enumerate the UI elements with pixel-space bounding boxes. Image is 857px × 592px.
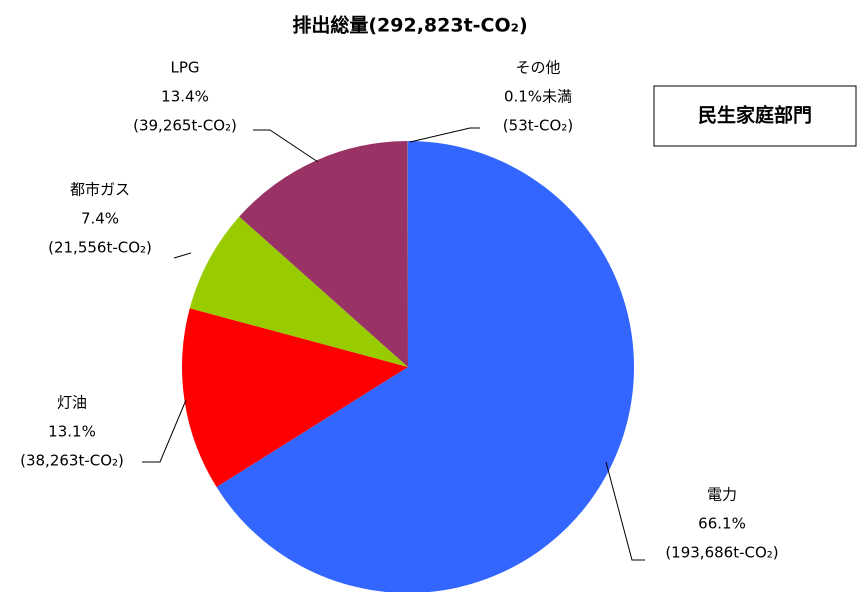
slice-amount-label: (38,263t-CO₂) [20, 452, 124, 470]
leader-line [409, 127, 480, 143]
box-label: 民生家庭部門 [698, 104, 812, 127]
leader-line [173, 252, 192, 259]
slice-value-label: 13.1% [48, 423, 96, 441]
slice-label: LPG [170, 59, 199, 77]
slice-amount-label: (39,265t-CO₂) [133, 117, 237, 135]
slice-label: 電力 [707, 486, 737, 504]
pie-slice [189, 216, 408, 367]
slice-amount-label: (21,556t-CO₂) [48, 239, 152, 257]
leader-line [605, 461, 645, 561]
slice-value-label: 66.1% [698, 515, 746, 533]
slice-amount-label: (53t-CO₂) [503, 117, 573, 135]
pie-slice [181, 308, 408, 488]
slice-label: 灯油 [57, 394, 87, 412]
slice-value-label: 7.4% [81, 210, 119, 228]
pie-slice [216, 141, 634, 592]
chart-title: 排出総量(292,823t-CO₂) [292, 14, 527, 37]
slice-value-label: 0.1%未満 [504, 88, 572, 106]
pie-slice [239, 141, 408, 367]
slice-label: その他 [515, 59, 560, 77]
leader-line [253, 129, 319, 163]
category-box [653, 85, 857, 147]
slice-value-label: 13.4% [161, 88, 209, 106]
slice-label: 都市ガス [70, 181, 130, 199]
leader-line [142, 399, 187, 463]
slice-amount-label: (193,686t-CO₂) [665, 544, 778, 562]
